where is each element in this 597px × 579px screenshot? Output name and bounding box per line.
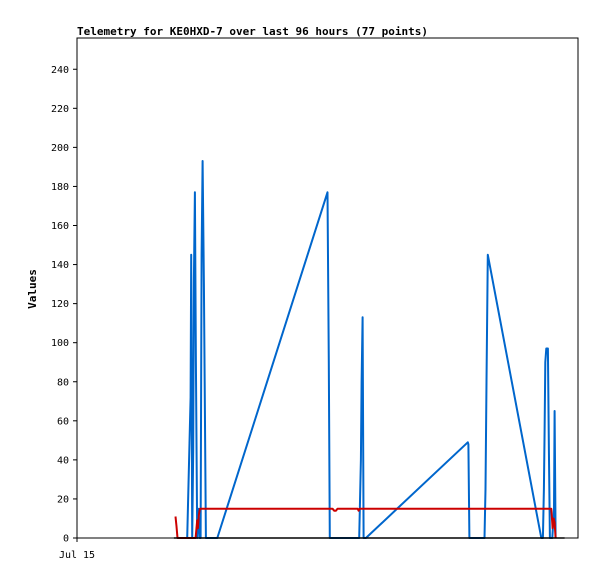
chart-title: Telemetry for KE0HXD-7 over last 96 hour… bbox=[77, 25, 428, 38]
y-tick-label: 120 bbox=[51, 299, 69, 310]
y-tick-label: 180 bbox=[51, 182, 69, 193]
y-tick-label: 80 bbox=[57, 377, 69, 388]
x-axis: Jul 15 bbox=[59, 538, 95, 561]
plot-series bbox=[173, 160, 565, 539]
y-tick-label: 240 bbox=[51, 65, 69, 76]
y-tick-label: 20 bbox=[57, 494, 69, 505]
y-tick-label: 140 bbox=[51, 260, 69, 271]
y-axis-label: Values bbox=[26, 269, 39, 309]
x-tick-label: Jul 15 bbox=[59, 550, 95, 561]
y-tick-label: 0 bbox=[63, 534, 69, 545]
y-axis: 0 20 40 60 80 100 120 140 160 180 200 220 240 bbox=[51, 65, 77, 545]
y-tick-label: 200 bbox=[51, 143, 69, 154]
y-tick-label: 40 bbox=[57, 455, 69, 466]
y-tick-label: 160 bbox=[51, 221, 69, 232]
y-tick-label: 60 bbox=[57, 416, 69, 427]
y-tick-label: 220 bbox=[51, 104, 69, 115]
y-tick-label: 100 bbox=[51, 338, 69, 349]
